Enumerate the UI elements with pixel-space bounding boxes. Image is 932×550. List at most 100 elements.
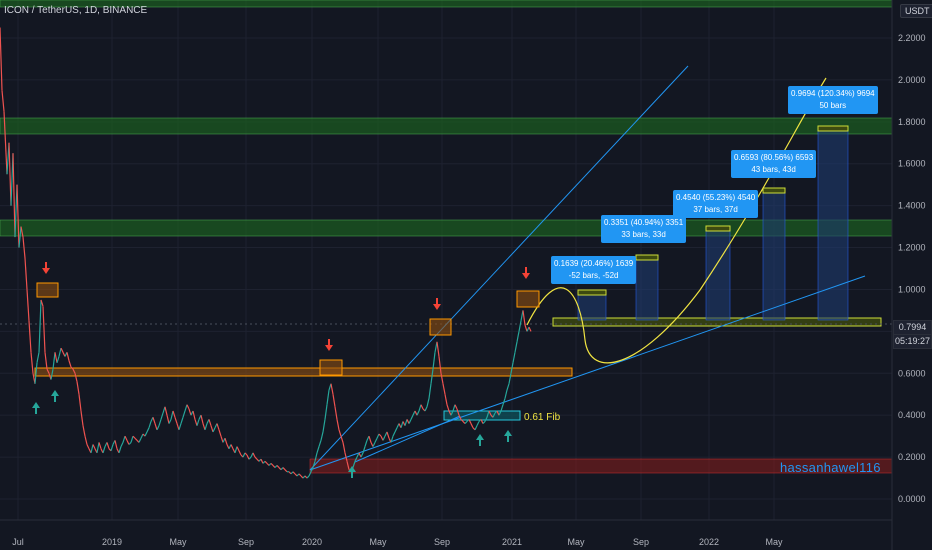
y-tick-label: 0.4000	[898, 410, 926, 420]
price-segment	[54, 352, 58, 363]
x-tick-label: Sep	[434, 537, 450, 547]
price-segment	[458, 414, 462, 420]
price-segment	[292, 471, 296, 475]
price-segment	[124, 435, 128, 441]
price-segment	[16, 184, 20, 248]
price-segment	[1, 90, 5, 112]
price-segment	[166, 415, 170, 424]
currency-unit-button[interactable]: USDT	[900, 4, 932, 18]
sell-arrow-icon	[433, 304, 441, 310]
price-segment	[464, 421, 468, 424]
price-segment	[450, 410, 454, 416]
price-segment	[148, 421, 152, 428]
price-segment	[224, 438, 228, 445]
measure-label-5-line1: 0.9694 (120.34%) 9694	[791, 89, 875, 98]
measure-label-2-line2: 33 bars, 33d	[621, 230, 666, 239]
price-segment	[332, 394, 336, 407]
price-segment	[360, 452, 364, 458]
price-segment	[28, 320, 32, 353]
price-segment	[132, 435, 136, 439]
price-segment	[282, 467, 286, 471]
price-segment	[40, 299, 44, 307]
measure-range	[705, 225, 731, 321]
price-segment	[46, 368, 50, 374]
price-segment	[284, 469, 288, 473]
price-segment	[234, 446, 238, 454]
y-tick-label: 0.0000	[898, 494, 926, 504]
price-segment	[188, 408, 192, 416]
price-segment	[336, 419, 340, 430]
price-segment	[382, 435, 386, 441]
x-tick-label: May	[567, 537, 585, 547]
price-segment	[504, 389, 508, 399]
sell-arrow-icon	[522, 273, 530, 279]
price-segment	[246, 454, 250, 460]
price-segment	[178, 423, 182, 431]
price-segment	[510, 362, 514, 374]
price-segment	[474, 425, 478, 431]
price-segment	[330, 383, 334, 395]
measure-label-3-line1: 0.4540 (55.23%) 4540	[676, 193, 756, 202]
price-segment	[154, 423, 158, 431]
price-segment	[420, 404, 424, 410]
price-series	[0, 27, 532, 479]
price-segment	[204, 423, 208, 431]
price-segment	[482, 421, 486, 424]
sell-arrow-icon	[325, 345, 333, 351]
price-segment	[80, 410, 84, 426]
price-segment	[56, 356, 60, 363]
price-segment	[172, 410, 176, 418]
bar-countdown-label: 05:19:27	[893, 334, 932, 349]
price-segment	[86, 444, 90, 449]
price-segment	[368, 435, 372, 443]
price-segment	[24, 257, 28, 290]
price-segment	[68, 360, 72, 368]
price-segment	[250, 452, 254, 458]
price-segment	[438, 356, 442, 374]
price-segment	[12, 153, 16, 238]
price-segment	[236, 446, 240, 452]
price-segment	[370, 442, 374, 447]
price-segment	[426, 398, 430, 407]
x-tick-label: 2019	[102, 537, 122, 547]
peak-box	[516, 290, 540, 308]
y-tick-label: 1.2000	[898, 243, 926, 253]
measure-label-4-line2: 43 bars, 43d	[751, 165, 796, 174]
price-segment	[134, 437, 138, 441]
price-segment	[52, 352, 56, 370]
price-segment	[184, 404, 188, 412]
y-tick-label: 2.2000	[898, 33, 926, 43]
price-segment	[120, 442, 124, 447]
price-segment	[428, 383, 432, 399]
measure-label-4-line1: 0.6593 (80.56%) 6593	[734, 153, 814, 162]
price-segment	[252, 452, 256, 458]
price-segment	[126, 440, 130, 445]
price-segment	[164, 406, 168, 416]
measure-range	[762, 187, 786, 321]
price-segment	[182, 410, 186, 418]
buy-arrow-icon	[32, 402, 40, 408]
price-segment	[514, 341, 518, 353]
price-segment	[38, 299, 42, 353]
price-segment	[50, 368, 54, 380]
price-segment	[110, 444, 114, 451]
peak-box	[429, 318, 452, 336]
price-segment	[456, 408, 460, 416]
price-segment	[442, 383, 446, 395]
price-segment	[528, 326, 532, 332]
price-segment	[338, 429, 342, 437]
price-segment	[238, 450, 242, 456]
price-segment	[496, 410, 500, 416]
price-segment	[512, 352, 516, 363]
price-segment	[102, 446, 106, 454]
price-segment	[320, 431, 324, 441]
measure-target	[577, 289, 607, 296]
grid-lines	[0, 0, 892, 520]
price-segment	[342, 442, 346, 454]
price-segment	[254, 456, 258, 460]
x-tick-label: May	[765, 537, 783, 547]
price-segment	[362, 446, 366, 454]
author-watermark: hassanhawel116	[780, 460, 881, 475]
price-segment	[78, 394, 82, 412]
